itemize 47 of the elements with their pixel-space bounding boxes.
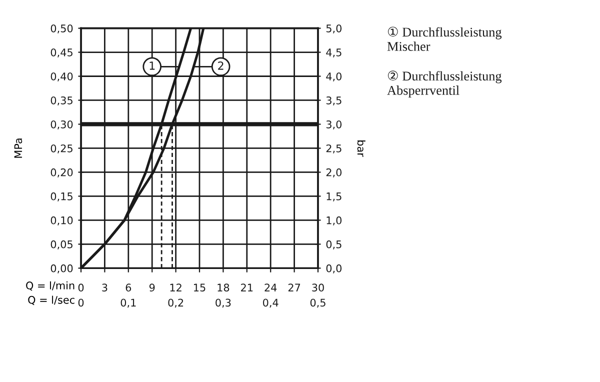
x2-tick-label: 0,5 — [310, 298, 326, 308]
y-tick-label: 0,35 — [50, 96, 72, 106]
y2-tick-label: 3,5 — [326, 96, 342, 106]
x-tick-label: 30 — [312, 284, 324, 292]
y-tick-label: 0,00 — [50, 264, 73, 274]
x2-tick-label: 0,1 — [120, 298, 136, 308]
annotation: 2 — [218, 61, 224, 70]
y-tick-label: 0,05 — [50, 240, 72, 250]
x-tick-label: 21 — [241, 284, 253, 292]
annotation: 1 — [150, 62, 155, 70]
y-tick-label: 0,10 — [50, 216, 73, 226]
x-tick-label: 0 — [78, 284, 84, 292]
x-tick-label: 9 — [149, 284, 155, 292]
y-tick-label: 0,15 — [50, 192, 72, 202]
text: ② Durchflussleistung Absperrventil — [387, 70, 502, 98]
y2-tick-label: 1,5 — [326, 192, 342, 202]
y2-tick-label: 2,0 — [326, 168, 342, 178]
y2-tick-label: 4,5 — [326, 48, 342, 58]
x-tick-label: 3 — [102, 284, 108, 292]
y-tick-label: 0,25 — [50, 144, 72, 154]
x-tick-label: 6 — [126, 284, 132, 292]
y-tick-label: 0,45 — [50, 48, 72, 58]
text: ① Durchflussleistung Mischer — [387, 26, 502, 51]
y2-tick-label: 3,0 — [326, 120, 342, 130]
x-tick-label: 15 — [194, 284, 206, 292]
x2-tick-label: 0 — [78, 298, 84, 307]
x-tick-label: 24 — [264, 284, 277, 292]
x-axis-title: Q = l/min — [26, 281, 74, 291]
x2-tick-label: 0,4 — [263, 298, 278, 308]
x-tick-label: 12 — [170, 284, 182, 292]
y-tick-label: 0,50 — [50, 24, 73, 34]
y2-tick-label: 4,0 — [326, 72, 342, 82]
y2-tick-label: 5,0 — [326, 24, 342, 34]
y-axis-title: MPa — [14, 138, 22, 158]
x-tick-label: 18 — [218, 284, 230, 292]
x2-tick-label: 0,2 — [168, 298, 184, 308]
y-tick-label: 0,40 — [50, 72, 73, 82]
y-tick-label: 0,30 — [50, 120, 73, 130]
x2-axis-title: Q = l/sec — [28, 296, 74, 306]
y2-tick-label: 2,5 — [326, 144, 342, 154]
y2-tick-label: 0,0 — [326, 264, 342, 274]
y2-tick-label: 0,5 — [326, 240, 342, 250]
y2-axis-title: bar — [357, 140, 366, 157]
y2-tick-label: 1,0 — [326, 216, 342, 226]
x2-tick-label: 0,3 — [216, 298, 231, 308]
x-tick-label: 27 — [288, 284, 300, 292]
y-tick-label: 0,20 — [50, 168, 73, 178]
